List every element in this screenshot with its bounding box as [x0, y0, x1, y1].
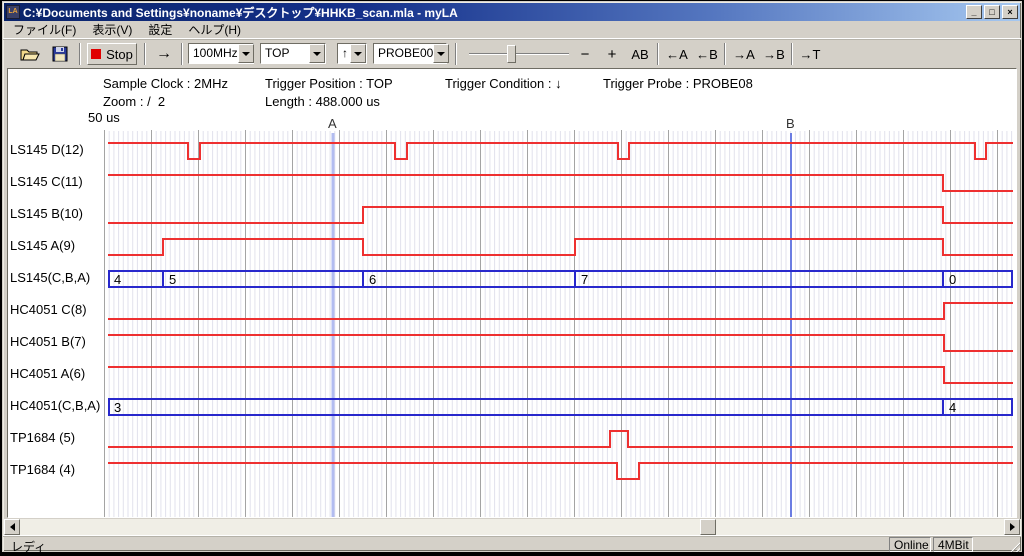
length-info: Length : 488.000 us: [265, 94, 380, 109]
status-ready: レディ: [11, 540, 47, 554]
goto-marker-a-left-button[interactable]: ←A: [663, 43, 691, 65]
trigger-condition-info: Trigger Condition : ↓: [445, 76, 562, 91]
trigger-position-info: Trigger Position : TOP: [265, 76, 393, 91]
toolbar-separator: [144, 43, 146, 65]
scroll-right-icon[interactable]: [1004, 519, 1020, 535]
channel-label: HC4051 C(8): [10, 302, 87, 317]
goto-trigger-button[interactable]: →T: [796, 43, 824, 65]
horizontal-scrollbar[interactable]: [3, 519, 1021, 535]
menu-view[interactable]: 表示(V): [92, 23, 133, 37]
sample-clock-info: Sample Clock : 2MHz: [103, 76, 228, 91]
bus-value: 4: [949, 400, 956, 415]
toolbar: Stop → 100MHz TOP ↑ PROBE00 − + AB ←A ←B: [3, 38, 1021, 68]
toolbar-separator: [657, 43, 659, 65]
bus-value: 0: [949, 272, 956, 287]
chevron-down-icon[interactable]: [309, 44, 325, 63]
toolbar-separator: [181, 43, 183, 65]
chevron-down-icon[interactable]: [237, 44, 254, 63]
channel-label: HC4051(C,B,A): [10, 398, 101, 413]
statusbar: レディ Online 4MBit: [3, 535, 1021, 554]
open-folder-icon: [20, 49, 40, 61]
menu-help[interactable]: ヘルプ(H): [188, 23, 242, 37]
channel-label: LS145 B(10): [10, 206, 83, 221]
bus-value: 7: [581, 272, 588, 287]
zoom-out-button[interactable]: −: [573, 43, 597, 65]
menubar: ファイル(F) 表示(V) 設定 ヘルプ(H): [3, 21, 1021, 38]
close-icon[interactable]: ×: [1002, 5, 1018, 19]
save-button[interactable]: [47, 43, 73, 65]
menu-settings[interactable]: 設定: [148, 23, 173, 37]
channel-label: LS145 C(11): [10, 174, 83, 189]
channel-label: TP1684 (5): [10, 430, 76, 445]
ab-span-button[interactable]: AB: [626, 43, 654, 65]
chevron-down-icon[interactable]: [350, 44, 366, 63]
channel-label: HC4051 A(6): [10, 366, 86, 381]
stop-button[interactable]: Stop: [87, 43, 137, 65]
trigger-edge-select[interactable]: ↑: [337, 43, 367, 64]
channel-label: LS145(C,B,A): [10, 270, 91, 285]
save-floppy-icon: [52, 46, 68, 62]
zoom-slider-handle[interactable]: [507, 45, 516, 63]
waveform-view[interactable]: Sample Clock : 2MHz Trigger Position : T…: [7, 68, 1017, 518]
scrollbar-thumb[interactable]: [700, 519, 716, 535]
zoom-in-button[interactable]: +: [600, 43, 624, 65]
marker-a-label: A: [328, 116, 337, 131]
sample-clock-select[interactable]: 100MHz: [188, 43, 254, 64]
trigger-probe-info: Trigger Probe : PROBE08: [603, 76, 753, 91]
bus-value: 4: [114, 272, 121, 287]
toolbar-separator: [724, 43, 726, 65]
status-memory: 4MBit: [933, 537, 973, 552]
titlebar: LA C:¥Documents and Settings¥noname¥デスクト…: [4, 3, 1020, 21]
resize-grip[interactable]: [1008, 540, 1020, 552]
channel-label: HC4051 B(7): [10, 334, 86, 349]
toolbar-separator: [455, 43, 457, 65]
channel-label: LS145 D(12): [10, 142, 84, 157]
trigger-probe-value: PROBE00: [378, 46, 434, 60]
maximize-icon[interactable]: □: [984, 5, 1000, 19]
zoom-info: Zoom : / 2: [103, 94, 166, 109]
goto-marker-b-left-button[interactable]: ←B: [693, 43, 721, 65]
trigger-probe-select[interactable]: PROBE00: [373, 43, 450, 64]
menu-file[interactable]: ファイル(F): [13, 23, 77, 37]
channel-label: TP1684 (4): [10, 462, 76, 477]
trigger-position-select[interactable]: TOP: [260, 43, 326, 64]
scroll-left-icon[interactable]: [4, 519, 20, 535]
channel-label: LS145 A(9): [10, 238, 76, 253]
minimize-icon[interactable]: _: [966, 5, 982, 19]
bus-value: 5: [169, 272, 176, 287]
toolbar-separator: [79, 43, 81, 65]
sample-clock-value: 100MHz: [193, 46, 238, 60]
chevron-down-icon[interactable]: [433, 44, 450, 63]
run-arrow-button[interactable]: →: [151, 43, 177, 65]
goto-marker-b-right-button[interactable]: →B: [760, 43, 788, 65]
window-title: C:¥Documents and Settings¥noname¥デスクトップ¥…: [23, 5, 458, 20]
waveform-plot[interactable]: 4 5 6 7 0 3 4: [7, 68, 1017, 518]
zoom-slider-track[interactable]: [469, 53, 569, 55]
app-icon: LA: [6, 5, 20, 19]
goto-marker-a-right-button[interactable]: →A: [730, 43, 758, 65]
trigger-position-value: TOP: [265, 46, 290, 60]
trigger-edge-value: ↑: [342, 46, 348, 60]
status-online: Online: [889, 537, 931, 552]
stop-icon: [91, 49, 102, 59]
toolbar-separator: [791, 43, 793, 65]
time-scale-label: 50 us: [88, 110, 120, 125]
open-file-button[interactable]: [17, 43, 43, 65]
marker-b-label: B: [786, 116, 795, 131]
bus-value: 6: [369, 272, 376, 287]
bus-value: 3: [114, 400, 121, 415]
